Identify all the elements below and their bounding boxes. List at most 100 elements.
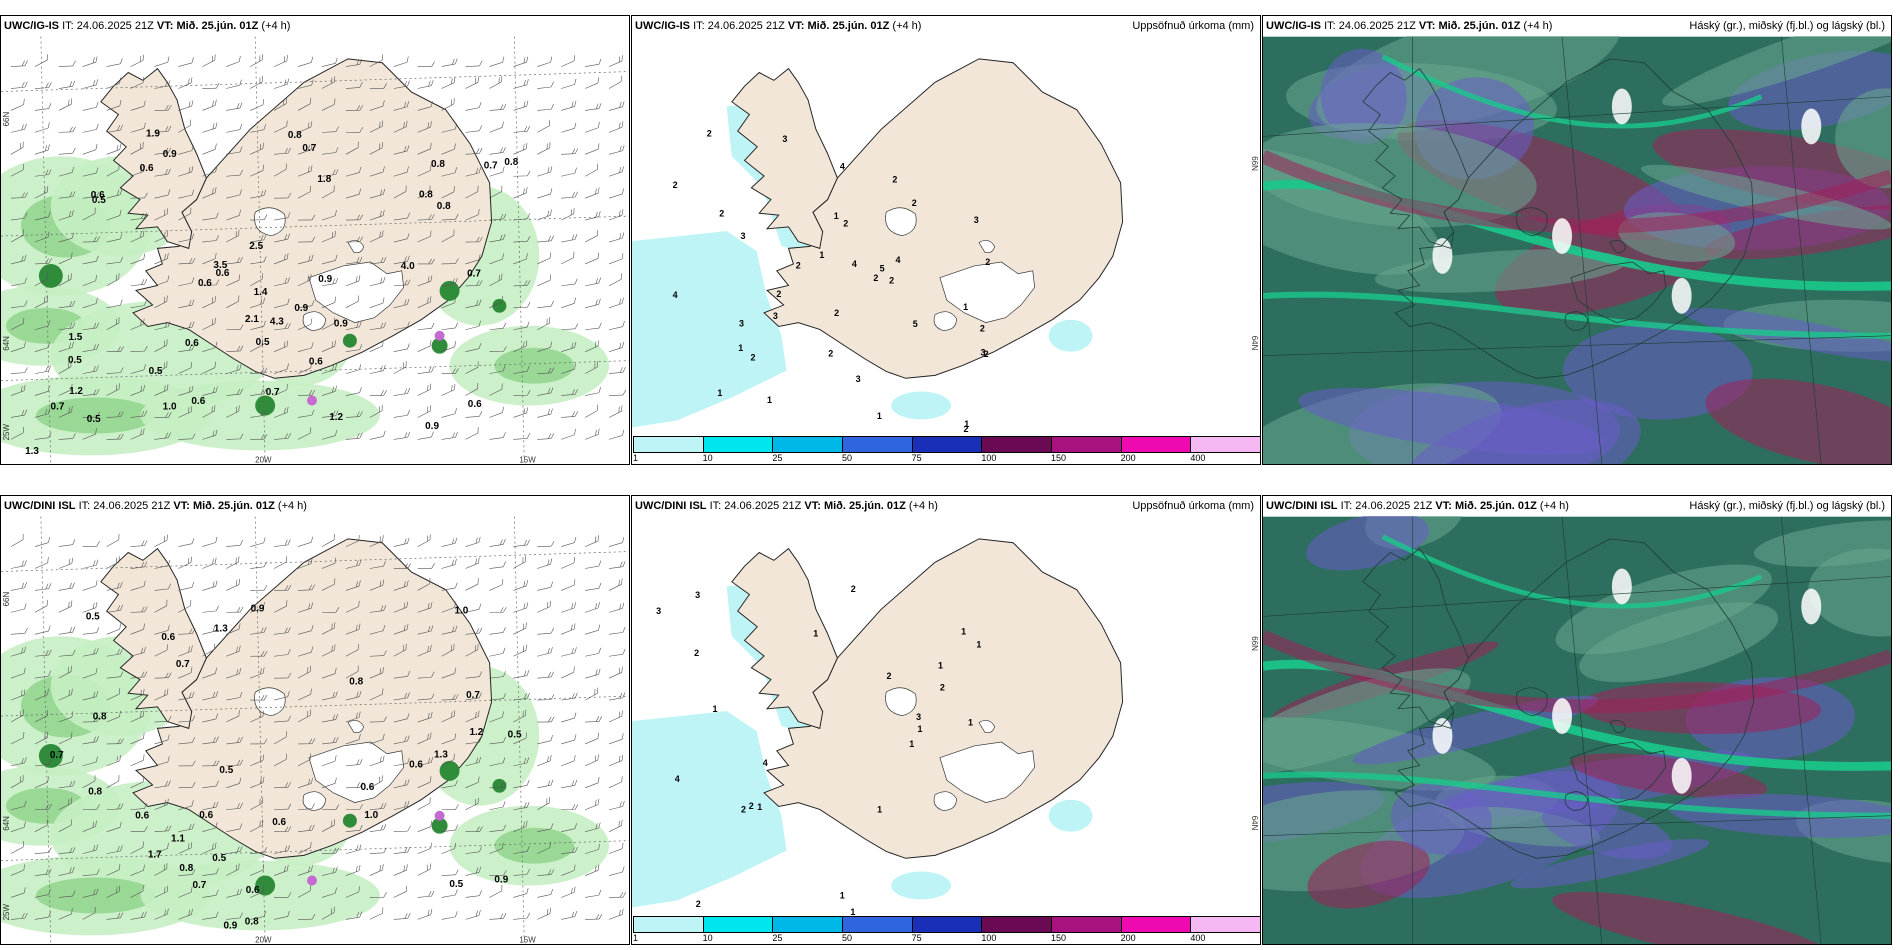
- wind-barb-feather: [48, 320, 51, 326]
- wind-barb-staff: [417, 148, 431, 155]
- wind-barb-feather: [287, 585, 292, 591]
- wind-barb-feather: [431, 890, 435, 897]
- wind-barb: [369, 188, 386, 199]
- wind-barb-staff: [513, 737, 527, 745]
- wind-barb-feather: [574, 122, 577, 129]
- wind-barb: [561, 557, 575, 569]
- wind-barb-feather: [214, 187, 217, 193]
- wind-barb-staff: [178, 605, 191, 613]
- panel-cloud-cover-igis: UWC/IG-IS IT: 24.06.2025 21Z VT: Mið. 25…: [1262, 15, 1892, 465]
- wind-barb: [58, 98, 73, 111]
- wind-barb-feather: [45, 869, 49, 875]
- wind-barb-staff: [202, 127, 216, 133]
- wind-barb-feather: [71, 383, 73, 390]
- wind-barb-staff: [58, 587, 73, 591]
- wind-barb-feather: [501, 296, 503, 302]
- wind-barb-staff: [10, 608, 25, 613]
- wind-barb-feather: [335, 714, 339, 720]
- wind-barb-feather: [95, 56, 98, 63]
- glacier-outline: [933, 311, 957, 331]
- wind-barb-feather: [381, 54, 383, 61]
- wind-barb: [465, 280, 483, 287]
- wind-barb-staff: [513, 192, 527, 199]
- wind-barb-feather: [310, 865, 313, 872]
- wind-barb: [226, 606, 244, 613]
- wind-barb-feather: [597, 798, 600, 805]
- wind-barb-staff: [58, 761, 73, 767]
- wind-barb-feather: [69, 191, 73, 198]
- wind-barb-feather: [188, 909, 191, 916]
- wind-barb-staff: [537, 699, 552, 701]
- wind-barb: [226, 146, 243, 155]
- wind-barb-staff: [561, 542, 575, 547]
- wind-barb-staff: [537, 563, 551, 569]
- wind-barb-feather: [239, 668, 242, 674]
- wind-barb: [321, 737, 339, 745]
- wind-barb-staff: [513, 627, 527, 635]
- wind-barb-feather: [238, 645, 241, 652]
- wind-barb-staff: [489, 327, 504, 331]
- wind-barb-feather: [143, 864, 145, 871]
- glacier-outline: [347, 239, 364, 253]
- wind-barb-staff: [250, 672, 264, 679]
- wind-barb-staff: [465, 107, 480, 111]
- wind-barb-feather: [118, 163, 120, 170]
- wind-barb: [321, 98, 336, 111]
- wind-barb: [585, 624, 601, 635]
- wind-barb: [226, 169, 244, 177]
- wind-barb: [58, 819, 72, 832]
- wind-barb: [154, 885, 169, 898]
- wind-barb-feather: [45, 366, 49, 372]
- wind-barb-feather: [188, 322, 192, 328]
- wind-barb-feather: [287, 363, 289, 370]
- wind-barb: [537, 627, 555, 635]
- wind-barb-feather: [163, 864, 165, 871]
- wind-barb-feather: [95, 691, 99, 697]
- wind-barb: [10, 841, 24, 854]
- wind-barb: [226, 345, 244, 352]
- wind-barb-feather: [263, 256, 267, 262]
- wind-barb-staff: [34, 301, 48, 309]
- panel-subtitle: Háský (gr.), miðský (fj.bl.) og lágský (…: [1689, 500, 1885, 512]
- wind-barb-staff: [130, 611, 145, 613]
- wind-barb-staff: [154, 366, 167, 374]
- wind-barb-staff: [561, 283, 576, 287]
- wind-barb-feather: [140, 429, 142, 436]
- wind-barb: [226, 777, 242, 789]
- wind-barb-staff: [297, 715, 311, 723]
- value-label: 2: [741, 805, 746, 815]
- wind-barb-staff: [609, 372, 623, 374]
- wind-barb: [584, 163, 598, 177]
- wind-barb-feather: [501, 75, 503, 82]
- wind-barb-feather: [23, 163, 24, 170]
- wind-barb-staff: [82, 761, 97, 767]
- wind-barb: [130, 864, 145, 876]
- wind-barb: [537, 647, 553, 657]
- wind-barb: [82, 736, 99, 745]
- wind-barb: [34, 273, 48, 287]
- wind-barb: [441, 643, 455, 657]
- wind-barb-feather: [403, 624, 406, 631]
- value-label: 2: [828, 348, 833, 358]
- wind-barb: [417, 431, 434, 440]
- wind-barb-staff: [226, 715, 239, 723]
- wind-barb: [274, 649, 291, 657]
- wind-barb-feather: [597, 143, 600, 150]
- wind-barb-feather: [356, 560, 359, 566]
- wind-barb-staff: [297, 607, 312, 613]
- wind-barb-feather: [356, 105, 361, 111]
- wind-barb-staff: [58, 606, 72, 613]
- wind-barb-staff: [441, 346, 455, 352]
- value-label: 0.9: [334, 318, 348, 329]
- latitude-label: 66N: [2, 592, 11, 607]
- wind-barb: [585, 602, 600, 613]
- wind-barb-feather: [478, 776, 480, 783]
- wind-barb-staff: [537, 305, 552, 309]
- wind-barb-feather: [167, 798, 169, 805]
- wind-barb-feather: [164, 909, 166, 916]
- wind-barb-feather: [523, 802, 527, 809]
- wind-barb: [513, 56, 529, 67]
- wind-barb-feather: [594, 689, 596, 695]
- precip-area-moderate: [494, 347, 575, 384]
- value-label: 2.1: [245, 314, 259, 325]
